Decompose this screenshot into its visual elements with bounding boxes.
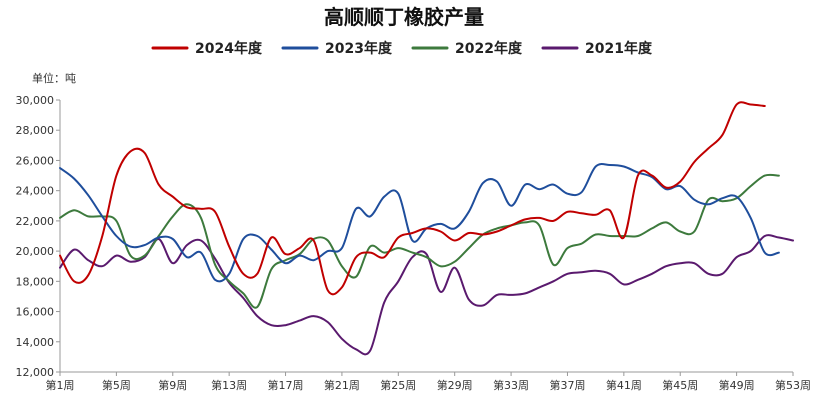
y-tick-label: 18,000 xyxy=(16,275,55,288)
series-line-2021年度 xyxy=(59,234,794,356)
y-tick-label: 30,000 xyxy=(16,94,55,107)
y-tick-label: 20,000 xyxy=(16,245,55,258)
plot-lines xyxy=(59,101,794,356)
x-tick-label: 第45周 xyxy=(662,378,698,392)
x-tick-label: 第53周 xyxy=(775,378,811,392)
series-line-2024年度 xyxy=(59,101,766,296)
y-tick-label: 22,000 xyxy=(16,215,55,228)
y-tick-label: 26,000 xyxy=(16,154,55,167)
y-tick-label: 12,000 xyxy=(16,366,55,379)
x-tick-label: 第17周 xyxy=(268,378,304,392)
x-tick-label: 第33周 xyxy=(493,378,529,392)
x-tick-label: 第25周 xyxy=(380,378,416,392)
x-tick-label: 第49周 xyxy=(719,378,755,392)
legend-label: 2023年度 xyxy=(325,40,393,57)
legend-label: 2024年度 xyxy=(195,40,263,57)
y-tick-label: 24,000 xyxy=(16,185,55,198)
legend-label: 2022年度 xyxy=(455,40,523,57)
y-tick-label: 28,000 xyxy=(16,124,55,137)
axes: 12,000 14,000 16,000 18,000 20,000 22,000 24,0… xyxy=(16,94,812,392)
x-tick-label: 第21周 xyxy=(324,378,360,392)
x-tick-label: 第37周 xyxy=(549,378,585,392)
series-line-2022年度 xyxy=(59,173,780,309)
x-tick-label: 第13周 xyxy=(211,378,247,392)
y-tick-label: 14,000 xyxy=(16,336,55,349)
unit-label: 单位：吨 xyxy=(32,71,76,85)
x-tick-label: 第5周 xyxy=(102,378,131,392)
legend: 2024年度 2023年度 2022年度 2021年度 xyxy=(151,40,653,57)
x-tick-label: 第9周 xyxy=(158,378,187,392)
x-tick-label: 第41周 xyxy=(606,378,642,392)
legend-label: 2021年度 xyxy=(585,40,653,57)
x-tick-label: 第29周 xyxy=(437,378,473,392)
y-tick-label: 16,000 xyxy=(16,306,55,319)
chart-title: 高顺顺丁橡胶产量 xyxy=(324,5,484,29)
series-line-2023年度 xyxy=(59,163,780,283)
x-tick-label: 第1周 xyxy=(46,378,75,392)
